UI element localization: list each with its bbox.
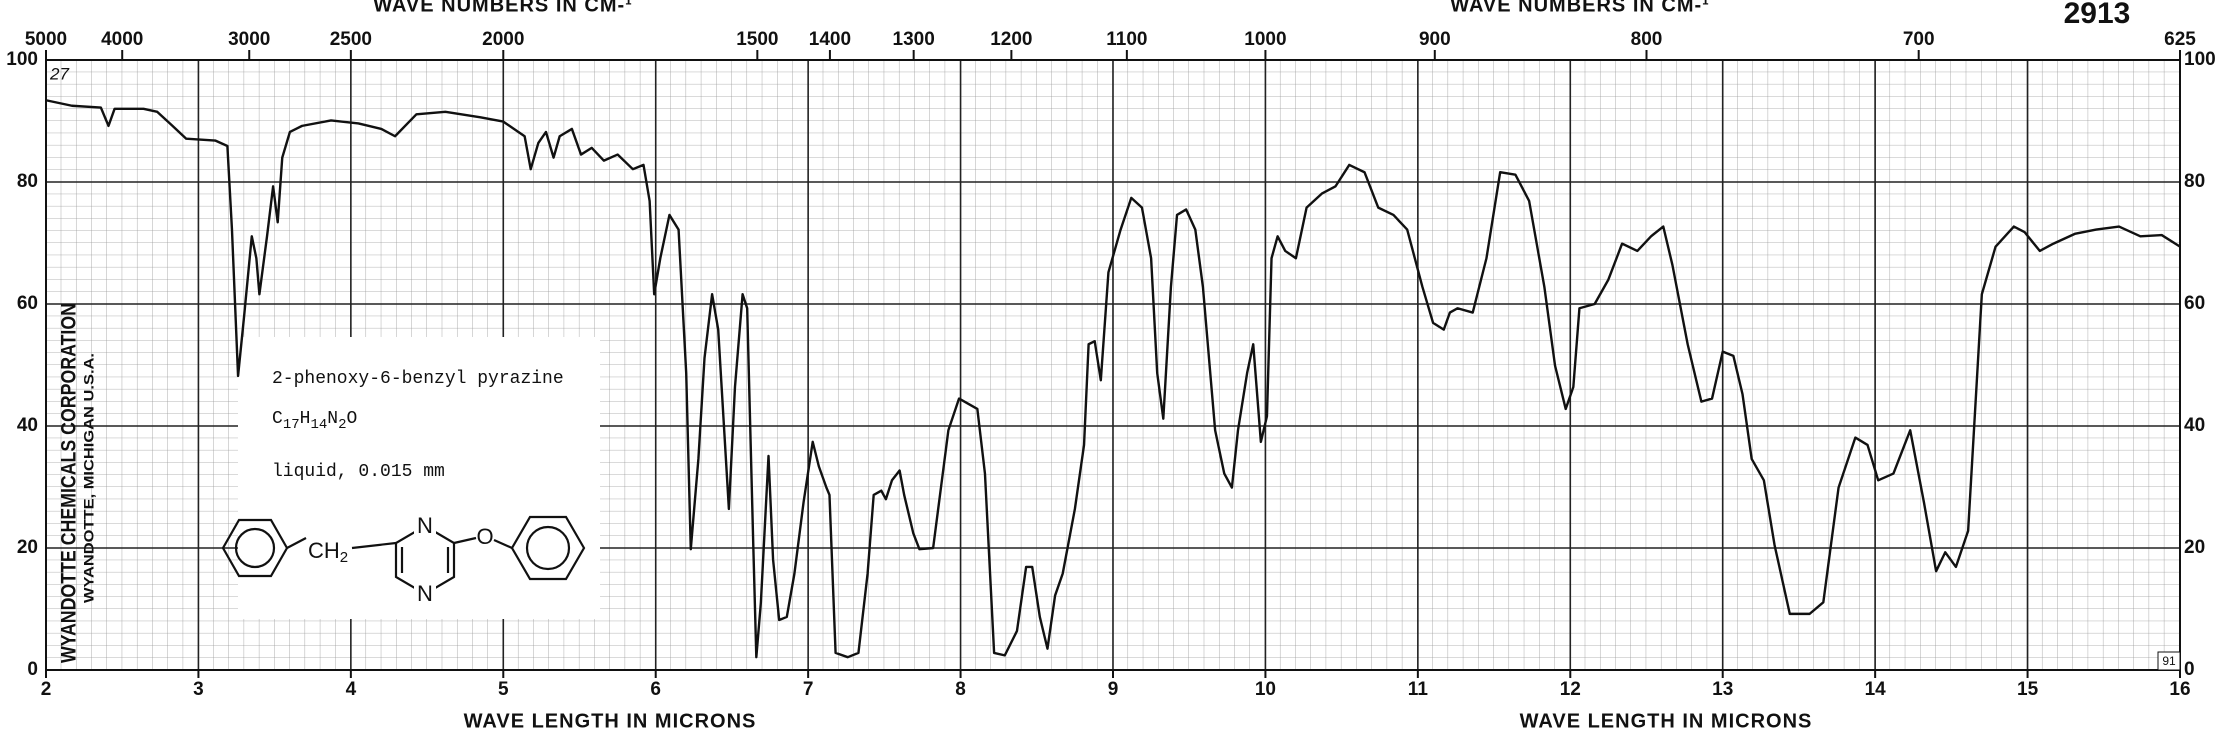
y-tick-label: 60 (17, 293, 38, 314)
page-code: 91 (2162, 654, 2176, 668)
atom: N (417, 513, 433, 538)
y2-tick-label: 20 (2184, 537, 2205, 558)
bond (453, 536, 477, 545)
x2-tick-label: 1500 (736, 29, 778, 50)
x-tick-label: 8 (955, 679, 966, 700)
aromatic-circle (525, 525, 571, 571)
x2-tick-label: 800 (1631, 29, 1663, 50)
group-part: CH (308, 538, 340, 563)
x2-tick-label: 5000 (25, 29, 67, 50)
x2-tick-label: 4000 (101, 29, 143, 50)
sample-condition: liquid, 0.015 mm (272, 462, 445, 482)
y2-tick-label: 0 (2184, 659, 2195, 680)
formula-part: N (327, 409, 338, 429)
y2-tick-label: 40 (2184, 415, 2205, 436)
formula-part: 17 (283, 417, 300, 433)
spectrum-number: 2913 (2064, 0, 2131, 30)
x-axis-title: WAVE LENGTH IN MICRONS (464, 710, 757, 732)
y-tick-label: 100 (6, 49, 38, 70)
chart-code: 27 (49, 64, 69, 83)
formula-part: O (346, 409, 357, 429)
group-part: 2 (340, 549, 348, 566)
x2-tick-label: 2000 (482, 29, 524, 50)
y-tick-label: 0 (27, 659, 38, 680)
x-tick-label: 7 (803, 679, 814, 700)
label-background (238, 337, 600, 619)
formula: C17H14N2O (272, 409, 357, 433)
bond (351, 541, 397, 550)
company-location: WYANDOTTE, MICHIGAN U.S.A. (81, 353, 97, 603)
x-axis-title: WAVE LENGTH IN MICRONS (1520, 710, 1813, 732)
benzene-ring (221, 518, 289, 578)
x-tick-label: 11 (1408, 679, 1429, 700)
x2-tick-label: 1200 (990, 29, 1032, 50)
x-tick-label: 9 (1108, 679, 1119, 700)
bond (286, 537, 307, 549)
x2-tick-label: 1400 (809, 29, 851, 50)
x2-tick-label: 1100 (1106, 29, 1147, 50)
sample-label: 2-phenoxy-6-benzyl pyrazine C17H14N2O li… (221, 337, 600, 619)
x2-tick-label: 1000 (1244, 29, 1286, 50)
x-tick-label: 16 (2169, 679, 2190, 700)
x-tick-label: 6 (650, 679, 661, 700)
formula-part: C (272, 409, 283, 429)
y2-tick-label: 80 (2184, 171, 2205, 192)
atom: O (476, 524, 493, 549)
x-tick-label: 3 (193, 679, 204, 700)
x-tick-label: 13 (1712, 679, 1733, 700)
aromatic-circle (234, 527, 276, 569)
formula-part: 2 (338, 417, 346, 433)
x2-tick-label: 3000 (228, 29, 270, 50)
x-tick-label: 4 (346, 679, 357, 700)
x2-tick-label: 625 (2164, 29, 2196, 50)
x2-tick-label: 2500 (330, 29, 372, 50)
y2-tick-label: 100 (2184, 49, 2216, 70)
atom-background (414, 583, 436, 605)
phenyl-ring (510, 515, 586, 581)
y2-tick-label: 60 (2184, 293, 2205, 314)
formula-part: 14 (310, 417, 327, 433)
methylene: CH2 (308, 538, 348, 566)
formula-part: H (300, 409, 311, 429)
page-code-box (2157, 651, 2181, 671)
atom-background (414, 515, 436, 537)
x2-axis-title: WAVE NUMBERS IN CM-¹ (373, 0, 633, 16)
x-tick-label: 12 (1560, 679, 1581, 700)
atom: N (417, 581, 433, 606)
compound-name: 2-phenoxy-6-benzyl pyrazine (272, 369, 564, 389)
structure (221, 515, 586, 596)
spectrum-line (45, 99, 2181, 659)
x-tick-label: 14 (1865, 679, 1887, 700)
x-tick-label: 5 (498, 679, 509, 700)
x2-tick-label: 900 (1419, 29, 1451, 50)
x2-tick-label: 1300 (893, 29, 935, 50)
y-tick-label: 80 (17, 171, 38, 192)
plot (45, 99, 2181, 659)
x-tick-label: 2 (41, 679, 52, 700)
x-tick-label: 10 (1255, 679, 1276, 700)
company: WYANDOTTE CHEMICALS CORPORATION (58, 303, 81, 663)
bond (493, 538, 513, 550)
x2-axis-title: WAVE NUMBERS IN CM-¹ (1450, 0, 1710, 16)
x2-tick-label: 700 (1903, 29, 1935, 50)
x-tick-label: 15 (2017, 679, 2039, 700)
y-tick-label: 20 (17, 537, 38, 558)
y-tick-label: 40 (17, 415, 38, 436)
